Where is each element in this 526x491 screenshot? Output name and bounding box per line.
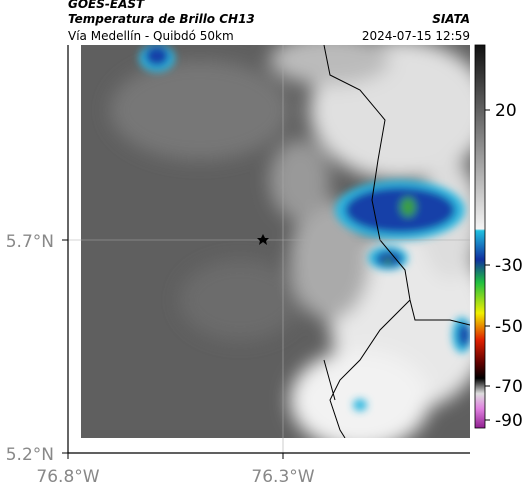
- lat-tick-label: 5.7°N: [6, 232, 54, 252]
- org: SIATA: [432, 12, 470, 26]
- colorbar-tick-label: -50: [495, 317, 523, 337]
- title: Temperatura de Brillo CH13: [68, 12, 255, 26]
- lon-tick-label: 76.8°W: [36, 467, 99, 487]
- lon-tick-label: 76.3°W: [251, 467, 314, 487]
- colorbar-ticks: 20 -30 -50 -70 -90: [485, 101, 523, 431]
- subtitle: Vía Medellín - Quibdó 50km: [68, 29, 234, 43]
- datetime: 2024-07-15 12:59: [362, 29, 470, 43]
- colorbar-tick-label: -30: [495, 256, 523, 276]
- colorbar-tick-label: -90: [495, 411, 523, 431]
- source: GOES-EAST: [68, 0, 145, 11]
- colorbar: [474, 44, 486, 429]
- colorbar-tick-label: 20: [495, 101, 517, 121]
- location-marker: [257, 234, 269, 245]
- satellite-image: [81, 45, 470, 438]
- colorbar-tick-label: -70: [495, 377, 523, 397]
- lat-tick-label: 5.2°N: [6, 445, 54, 465]
